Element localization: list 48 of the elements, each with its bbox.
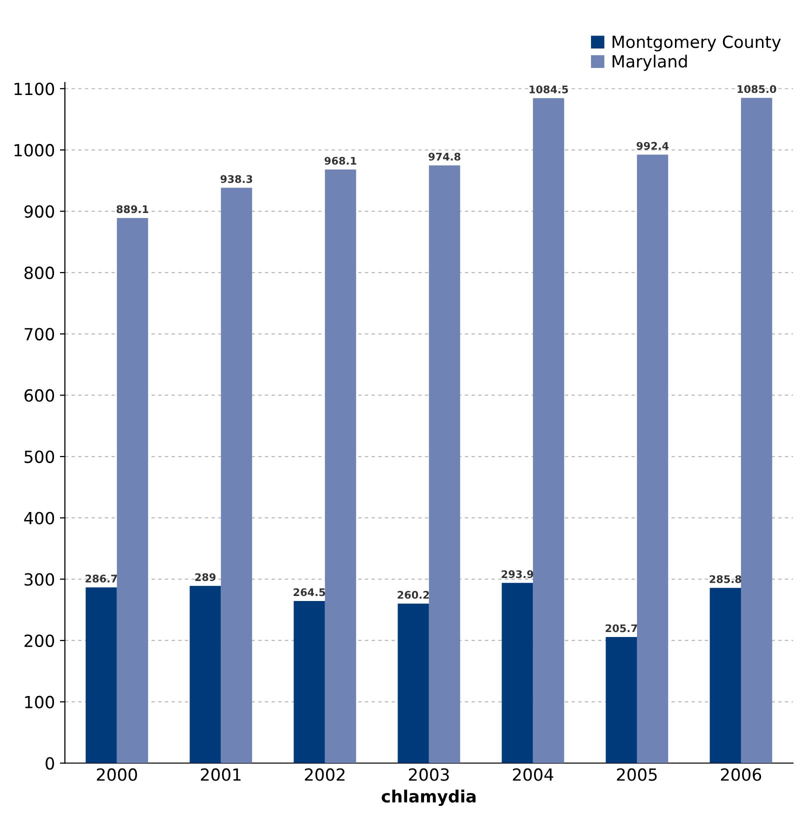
legend-label: Montgomery County bbox=[612, 36, 781, 52]
y-tick-label: 900 bbox=[24, 205, 54, 218]
bar bbox=[324, 170, 356, 764]
data-label: 286.7 bbox=[86, 574, 117, 583]
bar bbox=[740, 98, 772, 764]
data-label: 974.8 bbox=[428, 152, 460, 161]
x-tick-label: 2002 bbox=[304, 768, 344, 781]
data-label: 264.5 bbox=[294, 588, 326, 596]
y-tick-label: 800 bbox=[24, 266, 54, 280]
y-tick-label: 100 bbox=[25, 696, 54, 708]
bar bbox=[220, 188, 252, 764]
y-tick-label: 1000 bbox=[14, 144, 54, 157]
bar bbox=[502, 582, 533, 764]
data-label: 992.4 bbox=[636, 142, 669, 150]
x-tick-label: 2005 bbox=[616, 768, 657, 781]
bar bbox=[532, 98, 564, 764]
bar bbox=[86, 587, 117, 764]
bar bbox=[294, 600, 325, 764]
bar bbox=[606, 636, 637, 764]
y-tick-label: 500 bbox=[24, 450, 54, 464]
data-label: 205.7 bbox=[606, 624, 638, 632]
x-tick-label: 2004 bbox=[512, 768, 554, 781]
data-label: 889.1 bbox=[116, 205, 148, 214]
y-tick-label: 700 bbox=[24, 328, 54, 340]
y-tick-label: 200 bbox=[24, 634, 54, 648]
y-tick-label: 0 bbox=[46, 757, 54, 770]
data-label: 968.1 bbox=[324, 156, 356, 165]
x-tick-label: 2003 bbox=[408, 768, 449, 781]
y-tick-label: 300 bbox=[24, 573, 54, 586]
x-tick-label: 2001 bbox=[200, 768, 241, 781]
bar bbox=[398, 604, 429, 764]
data-label: 1085.0 bbox=[738, 85, 776, 94]
bar bbox=[190, 586, 221, 764]
bar bbox=[710, 588, 741, 764]
data-label: 289 bbox=[195, 573, 216, 582]
x-tick-label: 2000 bbox=[96, 768, 137, 781]
bar bbox=[428, 165, 460, 764]
bar bbox=[116, 218, 148, 764]
data-label: 938.3 bbox=[220, 175, 252, 183]
y-tick-label: 1100 bbox=[14, 82, 54, 96]
legend-label: Maryland bbox=[612, 54, 687, 71]
bar bbox=[636, 154, 668, 764]
y-tick-label: 400 bbox=[24, 512, 54, 524]
data-label: 260.2 bbox=[398, 590, 429, 599]
x-tick-label: 2006 bbox=[720, 768, 762, 781]
y-tick-label: 600 bbox=[24, 389, 54, 402]
data-label: 1084.5 bbox=[530, 85, 568, 94]
x-axis-title: chlamydia bbox=[382, 790, 476, 806]
